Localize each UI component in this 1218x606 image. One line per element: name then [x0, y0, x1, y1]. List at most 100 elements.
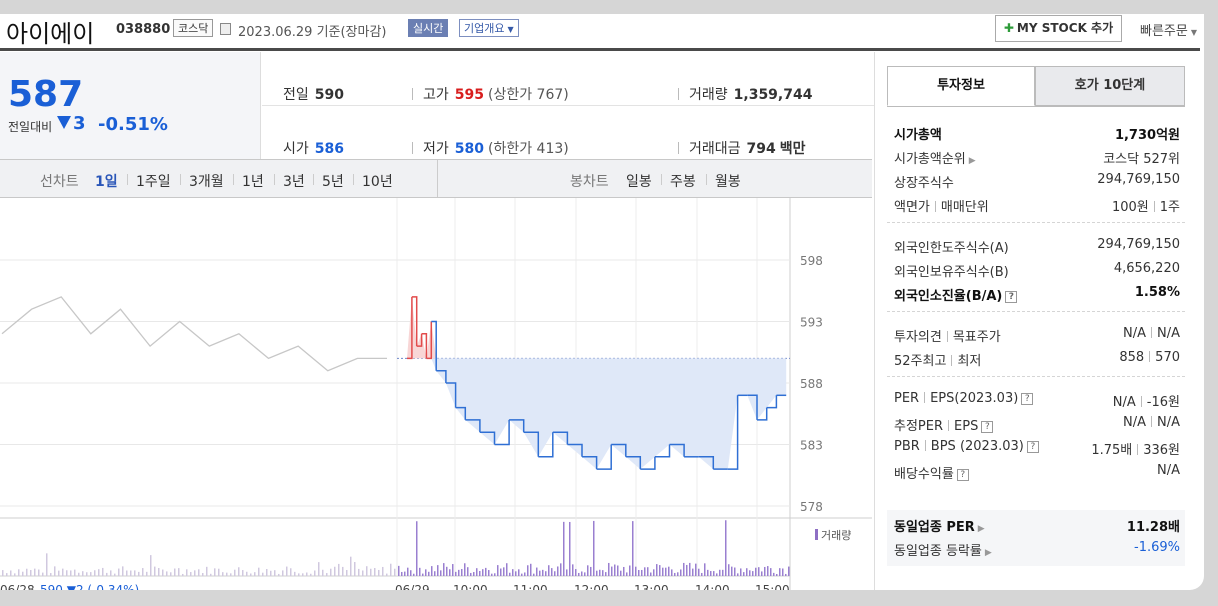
y-tick-label: 578: [800, 500, 823, 514]
industry-per-label[interactable]: 동일업종 PER ▶: [894, 516, 985, 535]
volume-bar: [34, 568, 36, 576]
foreign-holding-label: 외국인보유주식수(B): [894, 265, 1009, 280]
volume-bar: [425, 569, 427, 576]
tab-daily-candle[interactable]: 일봉: [626, 174, 652, 190]
volume-bar: [202, 572, 204, 576]
stat-high-label: 고가: [423, 87, 449, 103]
volume-bar: [46, 553, 48, 576]
tab-1year[interactable]: 1년: [242, 174, 264, 190]
volume-bar: [557, 566, 559, 576]
pbr-value: 1.75배: [1091, 443, 1133, 458]
52week-low-value: 570: [1155, 350, 1180, 365]
volume-bar: [30, 570, 32, 576]
bps-text: BPS (2023.03): [930, 439, 1024, 454]
tab-3year[interactable]: 3년: [283, 174, 305, 190]
volume-bar: [42, 572, 44, 576]
volume-bar: [731, 566, 733, 576]
help-icon[interactable]: ?: [1026, 441, 1039, 453]
volume-bar: [431, 566, 433, 576]
stat-prev-label: 전일: [283, 87, 309, 103]
volume-bar: [98, 569, 100, 576]
company-info-dropdown[interactable]: 기업개요 ▼: [459, 19, 519, 37]
tab-weekly-candle[interactable]: 주봉: [670, 174, 696, 190]
volume-legend-label: 거래량: [821, 529, 851, 542]
volume-bar: [326, 573, 328, 576]
stat-amount-unit: 백만: [779, 141, 806, 157]
tab-monthly-candle[interactable]: 월봉: [715, 174, 741, 190]
volume-bar: [758, 567, 760, 576]
volume-bar: [330, 568, 332, 576]
volume-bar: [350, 556, 352, 576]
stat-low: 저가 580 (하한가 413): [412, 138, 569, 158]
volume-bar: [122, 566, 124, 576]
tab-5year[interactable]: 5년: [322, 174, 344, 190]
bps-value: 336원: [1143, 443, 1180, 458]
volume-bar: [467, 567, 469, 576]
tab-investment-info[interactable]: 투자정보: [887, 66, 1035, 106]
tab-1week[interactable]: 1주일: [136, 174, 171, 190]
help-icon[interactable]: ?: [981, 421, 994, 433]
my-stock-button[interactable]: ✚ MY STOCK 추가: [995, 15, 1122, 42]
volume-bar: [294, 571, 296, 576]
stat-volume: 거래량 1,359,744: [678, 84, 812, 104]
volume-bar: [560, 563, 562, 576]
chevron-down-icon: ▼: [1190, 28, 1197, 37]
volume-bar: [70, 570, 72, 576]
tab-1day[interactable]: 1일: [95, 174, 118, 190]
par-value-text: 액면가: [894, 200, 930, 215]
volume-bar: [362, 570, 364, 576]
stat-low-value: 580: [454, 141, 484, 157]
today-series-segment: [479, 431, 496, 445]
divider: [127, 174, 128, 185]
volume-bar: [662, 567, 664, 576]
tab-10year[interactable]: 10년: [362, 174, 393, 190]
volume-bar: [587, 565, 589, 576]
y-tick-label: 588: [800, 377, 823, 391]
opinion-text: 투자의견: [894, 330, 942, 345]
volume-bar: [86, 572, 88, 576]
volume-bar: [608, 562, 610, 576]
volume-bar: [146, 571, 148, 576]
divider: [353, 174, 354, 185]
tab-3month[interactable]: 3개월: [189, 174, 224, 190]
today-series-segment: [654, 444, 671, 458]
stat-open-value: 586: [314, 141, 344, 157]
industry-change-label[interactable]: 동일업종 등락률 ▶: [894, 540, 992, 559]
volume-bar: [464, 563, 466, 576]
volume-bar: [198, 569, 200, 576]
price-change: 3: [57, 113, 86, 134]
est-eps-value: N/A: [1157, 415, 1180, 430]
stat-volume-label: 거래량: [689, 87, 728, 103]
quick-order-dropdown[interactable]: 빠른주문 ▼: [1140, 20, 1197, 39]
listed-shares-label: 상장주식수: [894, 176, 954, 191]
realtime-button[interactable]: 실시간: [408, 19, 449, 37]
help-icon[interactable]: ?: [956, 469, 969, 481]
stats-divider: [262, 105, 874, 106]
volume-bar: [250, 573, 252, 576]
lower-limit: (하한가 413): [488, 141, 569, 157]
volume-bar: [138, 571, 140, 576]
volume-bar: [452, 564, 454, 576]
volume-bar: [650, 572, 652, 576]
today-series-segment: [766, 395, 778, 409]
volume-bar: [246, 571, 248, 576]
price-chart[interactable]: 598 593 588 583 578 06/28 06/29 10:00 11:00 12:00…: [0, 198, 872, 590]
stock-panel: 아이에이 038880 코스닥 2023.06.29 기준(장마감) 실시간 기…: [0, 14, 1204, 590]
y-tick-label: 593: [800, 316, 823, 330]
volume-bar: [683, 562, 685, 576]
today-series-segment: [567, 443, 583, 457]
market-cap-rank-label[interactable]: 시가총액순위 ▶: [894, 148, 976, 167]
stat-amount-label: 거래대금: [689, 141, 741, 157]
volume-bar: [728, 564, 730, 576]
volume-bar: [102, 567, 104, 576]
help-icon[interactable]: ?: [1005, 291, 1018, 303]
volume-bar: [416, 521, 418, 576]
volume-bar: [665, 567, 667, 576]
volume-bar: [398, 565, 400, 576]
volume-bar: [527, 565, 529, 576]
help-icon[interactable]: ?: [1021, 393, 1034, 405]
today-series-segment: [523, 431, 540, 457]
market-cap-rank-text: 시가총액순위: [894, 152, 966, 167]
stat-volume-value: 1,359,744: [733, 87, 813, 103]
tab-order-book[interactable]: 호가 10단계: [1035, 66, 1185, 106]
